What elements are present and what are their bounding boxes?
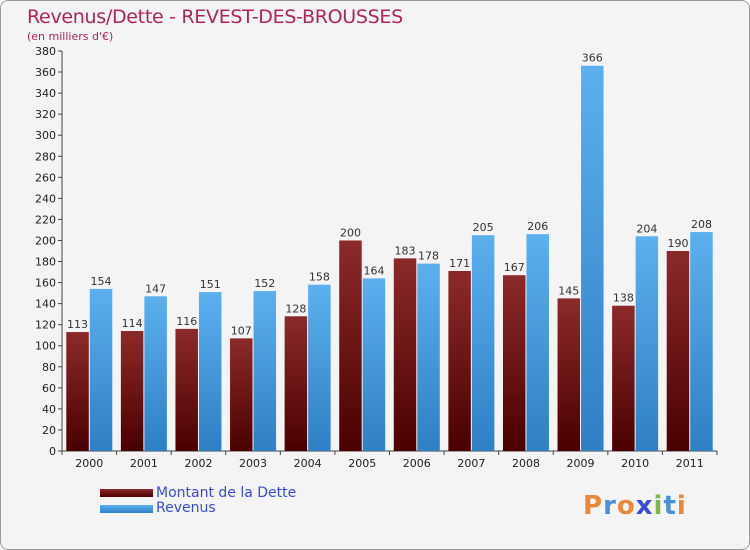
logo-letter: P — [583, 491, 604, 521]
data-label-revenus-2007: 205 — [473, 221, 494, 234]
data-label-dette-2003: 107 — [231, 324, 252, 337]
bar-revenus-2000 — [89, 288, 113, 451]
bar-dette-2004 — [284, 316, 308, 451]
x-tick-label: 2008 — [512, 457, 540, 470]
bar-dette-2009 — [557, 298, 581, 451]
chart-unit-subtitle: (en milliers d'€) — [27, 30, 114, 43]
data-label-revenus-2009: 366 — [582, 52, 603, 65]
data-label-dette-2007: 171 — [449, 257, 470, 270]
y-tick-label: 300 — [35, 129, 56, 142]
bar-revenus-2005 — [362, 278, 386, 451]
bar-revenus-2010 — [635, 236, 659, 451]
y-tick-label: 360 — [35, 66, 56, 79]
legend-swatch-revenus — [100, 505, 153, 513]
data-label-revenus-2011: 208 — [691, 218, 712, 231]
bar-revenus-2007 — [471, 235, 495, 451]
data-label-dette-2002: 116 — [176, 315, 197, 328]
logo-letter: r — [603, 491, 617, 521]
data-label-dette-2010: 138 — [613, 292, 634, 305]
x-tick-label: 2007 — [457, 457, 485, 470]
bar-dette-2010 — [612, 305, 635, 451]
data-label-dette-2001: 114 — [122, 317, 143, 330]
legend-label-revenus: Revenus — [156, 500, 216, 516]
y-tick-label: 180 — [35, 256, 56, 269]
y-tick-label: 280 — [35, 150, 56, 163]
y-tick-label: 120 — [35, 319, 56, 332]
x-tick-label: 2000 — [75, 457, 103, 470]
x-tick-label: 2011 — [676, 457, 704, 470]
y-tick-label: 220 — [35, 213, 56, 226]
bar-dette-2006 — [393, 258, 417, 451]
data-label-revenus-2003: 152 — [254, 277, 275, 290]
bar-revenus-2004 — [308, 284, 331, 451]
bar-revenus-2011 — [690, 232, 713, 451]
logo-letter: i — [653, 491, 664, 521]
y-tick-label: 140 — [35, 298, 56, 311]
y-tick-label: 20 — [42, 424, 56, 437]
bar-revenus-2008 — [526, 234, 549, 451]
bar-revenus-2009 — [581, 65, 604, 451]
x-tick-label: 2004 — [294, 457, 322, 470]
y-tick-label: 200 — [35, 234, 56, 247]
proxiti-logo: Proxiti — [583, 491, 687, 521]
data-label-revenus-2001: 147 — [145, 282, 166, 295]
legend-label-debt: Montant de la Dette — [156, 485, 297, 501]
data-label-revenus-2004: 158 — [309, 271, 330, 284]
legend-swatch-debt — [100, 489, 153, 497]
bar-revenus-2002 — [198, 292, 222, 451]
data-label-revenus-2005: 164 — [363, 264, 384, 277]
bar-dette-2002 — [175, 328, 198, 451]
bars — [66, 65, 713, 451]
bar-dette-2000 — [66, 332, 89, 451]
x-tick-label: 2006 — [403, 457, 431, 470]
y-tick-label: 340 — [35, 87, 56, 100]
y-tick-label: 160 — [35, 277, 56, 290]
data-label-dette-2008: 167 — [504, 261, 525, 274]
data-label-revenus-2010: 204 — [636, 222, 657, 235]
x-tick-label: 2005 — [348, 457, 376, 470]
y-tick-label: 320 — [35, 108, 56, 121]
data-label-dette-2004: 128 — [285, 302, 306, 315]
logo-letter: i — [676, 491, 687, 521]
logo-letter: t — [663, 491, 677, 521]
bar-dette-2003 — [230, 338, 253, 451]
y-tick-label: 80 — [42, 361, 56, 374]
y-tick-label: 240 — [35, 192, 56, 205]
bar-revenus-2003 — [253, 291, 277, 451]
data-label-dette-2009: 145 — [558, 284, 579, 297]
data-label-dette-2005: 200 — [340, 226, 361, 239]
y-tick-label: 0 — [49, 445, 56, 458]
data-label-revenus-2000: 154 — [91, 275, 112, 288]
axes: 0 20 40 60 80 100 120 140 160 180 200 220 240 260 280 3… — [35, 45, 718, 470]
y-tick-label: 380 — [35, 45, 56, 58]
logo-letter: o — [616, 491, 636, 521]
x-tick-label: 2003 — [239, 457, 267, 470]
chart-title: Revenus/Dette - REVEST-DES-BROUSSES — [27, 6, 403, 28]
data-label-dette-2006: 183 — [395, 244, 416, 257]
y-tick-label: 100 — [35, 340, 56, 353]
data-label-dette-2000: 113 — [67, 318, 88, 331]
bar-revenus-2006 — [417, 263, 440, 451]
x-tick-label: 2002 — [184, 457, 212, 470]
x-tick-label: 2009 — [567, 457, 595, 470]
y-tick-label: 60 — [42, 382, 56, 395]
bar-dette-2011 — [666, 251, 690, 451]
bar-dette-2007 — [448, 271, 471, 451]
bar-dette-2005 — [339, 240, 362, 451]
data-label-revenus-2002: 151 — [200, 278, 221, 291]
bar-revenus-2001 — [144, 296, 167, 451]
logo-letter: x — [635, 491, 654, 521]
y-tick-label: 260 — [35, 171, 56, 184]
x-tick-label: 2010 — [621, 457, 649, 470]
x-tick-label: 2001 — [130, 457, 158, 470]
bar-dette-2001 — [120, 331, 144, 451]
y-tick-label: 40 — [42, 403, 56, 416]
data-label-revenus-2008: 206 — [527, 220, 548, 233]
data-label-revenus-2006: 178 — [418, 250, 439, 263]
bar-dette-2008 — [502, 275, 526, 451]
data-label-dette-2011: 190 — [667, 237, 688, 250]
